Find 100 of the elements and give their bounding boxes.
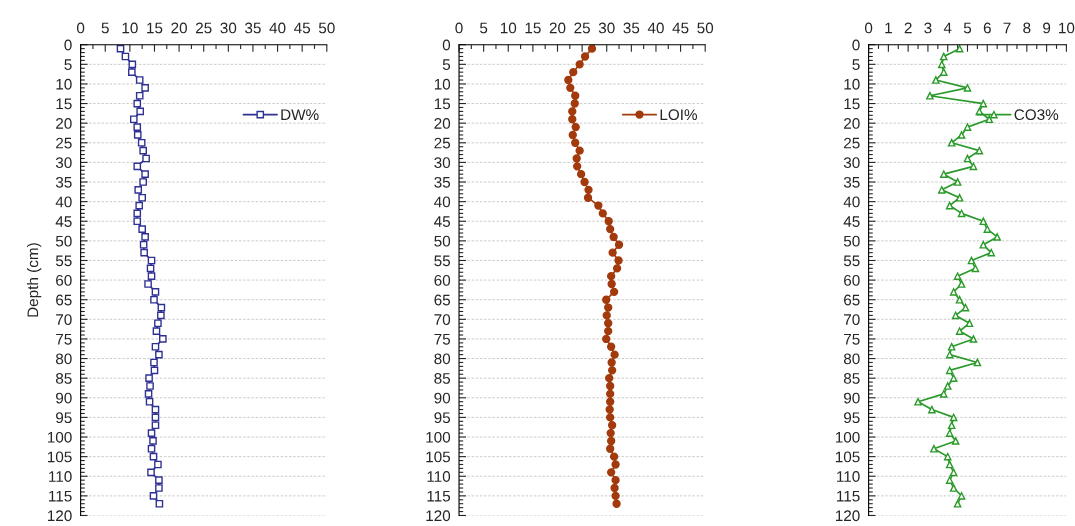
y-tick-label: 25 (56, 137, 72, 149)
x-tick-label: 45 (294, 22, 311, 34)
y-tick-label: 30 (843, 157, 860, 169)
y-tick-label: 55 (843, 255, 860, 267)
y-axis-title: Depth (cm) (27, 243, 42, 317)
x-tick-label: 0 (864, 22, 873, 34)
y-tick-label: 100 (426, 431, 451, 443)
x-tick-label: 1 (885, 22, 892, 34)
y-tick-label: 105 (426, 451, 451, 463)
x-tick-label: 9 (1043, 22, 1051, 34)
y-tick-label: 5 (852, 59, 860, 71)
legend-label: LOI% (660, 109, 698, 121)
y-tick-label: 85 (434, 373, 451, 384)
x-tick-label: 5 (101, 22, 109, 34)
y-tick-label: 70 (56, 314, 72, 326)
y-tick-label: 20 (56, 118, 72, 129)
y-tick-label: 110 (837, 471, 860, 482)
y-tick-label: 80 (55, 353, 72, 365)
y-tick-label: 85 (843, 373, 860, 384)
y-tick-label: 95 (56, 412, 72, 424)
x-tick-label: 30 (598, 22, 615, 34)
x-tick-label: 5 (963, 22, 972, 34)
y-tick-label: 20 (434, 118, 451, 129)
y-tick-label: 75 (434, 333, 451, 345)
y-tick-label: 35 (55, 176, 72, 188)
y-tick-label: 65 (434, 294, 451, 306)
y-tick-label: 20 (844, 118, 860, 129)
y-tick-label: 5 (64, 59, 72, 71)
y-tick-label: 0 (852, 39, 860, 51)
y-tick-label: 60 (844, 274, 860, 286)
y-tick-label: 50 (843, 235, 860, 247)
y-tick-label: 70 (434, 314, 451, 326)
x-tick-label: 50 (697, 22, 714, 34)
x-tick-label: 20 (171, 22, 187, 34)
x-tick-label: 35 (623, 22, 640, 34)
y-tick-label: 30 (55, 157, 72, 169)
y-tick-label: 120 (47, 510, 72, 522)
y-tick-label: 75 (844, 333, 860, 345)
y-tick-label: 10 (434, 78, 451, 90)
y-tick-label: 105 (835, 451, 860, 463)
y-tick-label: 75 (56, 333, 72, 345)
x-tick-label: 15 (147, 22, 163, 34)
y-tick-label: 10 (844, 78, 860, 90)
x-tick-label: 40 (269, 22, 286, 34)
x-tick-label: 2 (904, 22, 912, 34)
y-tick-label: 45 (843, 216, 860, 227)
x-tick-label: 6 (983, 22, 991, 34)
x-tick-label: 50 (318, 22, 335, 34)
y-tick-label: 10 (56, 78, 72, 90)
y-tick-label: 40 (55, 196, 72, 208)
x-tick-label: 15 (525, 22, 541, 34)
y-tick-label: 5 (442, 59, 451, 71)
y-tick-label: 45 (434, 216, 451, 227)
y-tick-label: 65 (56, 294, 72, 306)
y-tick-label: 100 (835, 431, 860, 443)
x-tick-label: 45 (672, 22, 689, 34)
x-tick-label: 7 (1003, 22, 1011, 34)
x-tick-label: 10 (1059, 22, 1075, 34)
y-tick-label: 105 (47, 451, 72, 463)
x-tick-label: 3 (924, 22, 932, 34)
x-tick-label: 5 (480, 22, 488, 34)
y-tick-label: 40 (843, 196, 860, 208)
x-tick-label: 10 (122, 22, 138, 34)
y-tick-label: 120 (835, 510, 860, 522)
legend-label: DW% (281, 109, 319, 120)
y-tick-label: 95 (843, 412, 860, 424)
legend-label: CO3% (1014, 109, 1059, 121)
y-tick-label: 25 (844, 137, 860, 149)
y-tick-label: 35 (843, 176, 860, 188)
x-tick-label: 0 (455, 22, 463, 34)
y-tick-label: 65 (844, 294, 860, 306)
y-tick-label: 80 (434, 353, 451, 365)
y-tick-label: 85 (55, 373, 72, 384)
x-tick-label: 10 (500, 22, 517, 34)
y-tick-label: 60 (434, 274, 451, 286)
y-tick-label: 115 (427, 490, 451, 502)
y-tick-label: 55 (434, 255, 451, 267)
y-tick-label: 30 (434, 157, 451, 169)
y-tick-label: 35 (434, 176, 451, 188)
y-tick-label: 40 (434, 196, 451, 208)
x-tick-label: 8 (1023, 22, 1031, 34)
y-tick-label: 0 (64, 39, 72, 51)
y-tick-label: 15 (434, 98, 451, 110)
x-tick-label: 30 (220, 22, 237, 34)
y-tick-label: 15 (844, 98, 860, 110)
x-tick-label: 40 (647, 22, 664, 34)
x-tick-label: 0 (76, 22, 85, 34)
y-tick-label: 115 (49, 490, 72, 502)
x-tick-label: 4 (943, 22, 952, 34)
y-tick-label: 55 (55, 255, 72, 267)
y-tick-label: 110 (49, 471, 72, 482)
y-tick-label: 80 (843, 353, 860, 365)
x-tick-label: 25 (574, 22, 590, 34)
y-tick-label: 115 (837, 490, 860, 502)
y-tick-label: 90 (843, 392, 860, 404)
y-tick-label: 90 (56, 392, 72, 404)
y-tick-label: 45 (55, 216, 72, 227)
y-tick-label: 110 (427, 471, 451, 482)
y-tick-label: 70 (844, 314, 860, 326)
x-tick-label: 35 (245, 22, 261, 34)
